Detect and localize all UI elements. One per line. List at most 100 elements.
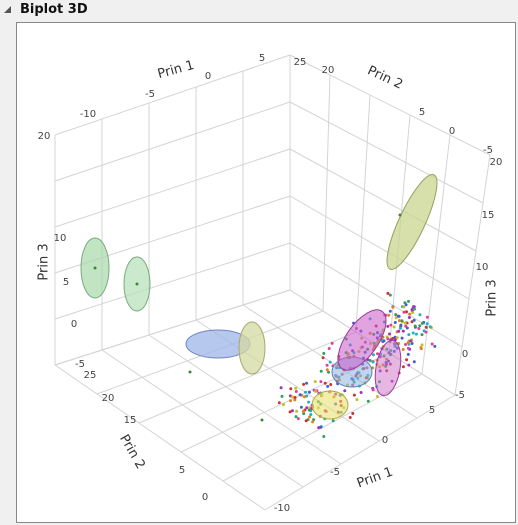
point <box>404 324 408 328</box>
tick-label: 0 <box>449 126 455 137</box>
point <box>305 406 309 410</box>
point <box>371 353 375 357</box>
point <box>319 369 323 373</box>
tick-label: 20 <box>490 157 503 168</box>
point <box>289 399 292 403</box>
point <box>294 415 298 419</box>
tick-label: 0 <box>382 435 388 446</box>
ellipsoid <box>238 321 266 375</box>
point <box>277 401 281 405</box>
axis-label: Prin 3 <box>485 279 500 316</box>
point <box>307 400 311 404</box>
point <box>93 266 97 270</box>
point <box>389 323 393 327</box>
point <box>401 348 405 351</box>
point <box>420 343 424 347</box>
grid-line <box>454 154 491 396</box>
point <box>420 333 424 337</box>
point <box>400 336 404 340</box>
tick-label: 0 <box>205 71 211 82</box>
point <box>407 316 411 319</box>
point <box>289 387 293 391</box>
point <box>386 337 390 341</box>
point <box>417 327 421 330</box>
point <box>401 329 405 333</box>
panel-title: Biplot 3D <box>20 2 88 17</box>
point <box>294 386 298 390</box>
point <box>400 319 404 323</box>
point <box>293 396 297 399</box>
point <box>424 330 428 334</box>
point <box>312 418 316 422</box>
point <box>394 316 398 320</box>
point <box>424 325 428 329</box>
grid-line <box>289 101 484 204</box>
point <box>419 347 423 351</box>
point <box>410 308 414 312</box>
point <box>402 305 406 309</box>
point <box>325 363 329 367</box>
tick-label: 20 <box>102 393 115 404</box>
disclosure-icon[interactable] <box>0 0 16 20</box>
point <box>322 351 326 355</box>
point <box>295 409 299 413</box>
point <box>322 435 326 438</box>
point <box>298 393 302 397</box>
point <box>399 323 403 327</box>
point <box>302 412 306 416</box>
grid-line <box>421 134 451 375</box>
point <box>366 399 370 403</box>
point <box>327 370 330 374</box>
point <box>409 339 413 343</box>
tick-label: 5 <box>419 107 425 118</box>
point <box>386 291 390 295</box>
tick-label: 5 <box>179 465 185 476</box>
point <box>299 405 303 409</box>
point <box>404 343 407 346</box>
point <box>328 360 332 364</box>
point <box>418 324 422 328</box>
point <box>371 388 375 392</box>
point <box>307 408 311 412</box>
ellipsoid <box>386 174 438 270</box>
point <box>428 325 432 329</box>
point <box>406 346 410 350</box>
point <box>329 383 333 386</box>
point <box>313 389 317 393</box>
grid-line <box>264 394 456 511</box>
point <box>325 368 329 372</box>
grid-line <box>54 148 291 228</box>
point <box>355 398 359 402</box>
point <box>406 341 410 345</box>
tick-label: 5 <box>63 277 69 288</box>
panel-header[interactable]: Biplot 3D <box>0 0 518 20</box>
tick-label: 25 <box>84 370 97 381</box>
point <box>311 420 315 424</box>
point <box>382 339 386 343</box>
point <box>351 412 355 415</box>
point <box>305 381 309 385</box>
point <box>260 418 264 422</box>
point <box>290 395 294 399</box>
axis-label: Prin 3 <box>37 243 52 280</box>
point <box>308 415 312 419</box>
point <box>418 313 422 317</box>
point <box>401 365 405 369</box>
point <box>425 315 429 319</box>
ellipsoids <box>80 174 438 375</box>
point <box>371 360 375 364</box>
grid-line <box>54 54 291 136</box>
grid-line <box>54 242 291 320</box>
tick-label: 0 <box>202 492 208 503</box>
point <box>309 413 313 416</box>
ellipsoid <box>311 390 349 420</box>
grid-line <box>54 101 291 182</box>
grid-line <box>289 54 491 156</box>
point <box>395 336 399 340</box>
point <box>410 342 414 345</box>
point <box>352 393 356 397</box>
point <box>406 352 410 356</box>
point <box>410 320 414 324</box>
